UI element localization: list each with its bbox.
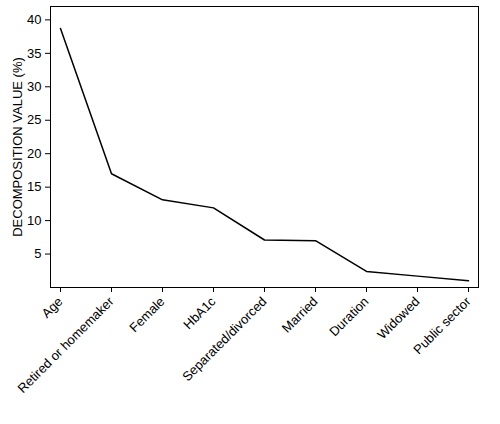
svg-text:15: 15 [27,179,41,194]
svg-text:35: 35 [27,45,41,60]
svg-text:Married: Married [279,294,321,336]
svg-text:10: 10 [27,213,41,228]
svg-text:30: 30 [27,79,41,94]
svg-text:5: 5 [34,246,41,261]
svg-text:25: 25 [27,112,41,127]
svg-text:Age: Age [39,294,66,321]
svg-text:Duration: Duration [326,294,371,339]
svg-text:Public sector: Public sector [410,293,474,357]
svg-text:Female: Female [126,294,167,335]
svg-text:40: 40 [27,12,41,27]
svg-text:HbA1c: HbA1c [180,293,219,332]
svg-text:20: 20 [27,146,41,161]
svg-text:DECOMPOSITION VALUE (%): DECOMPOSITION VALUE (%) [10,57,25,237]
svg-text:Widowed: Widowed [374,294,422,342]
svg-text:Separated/divorced: Separated/divorced [179,294,269,384]
svg-text:Retired or homemaker: Retired or homemaker [15,293,118,396]
